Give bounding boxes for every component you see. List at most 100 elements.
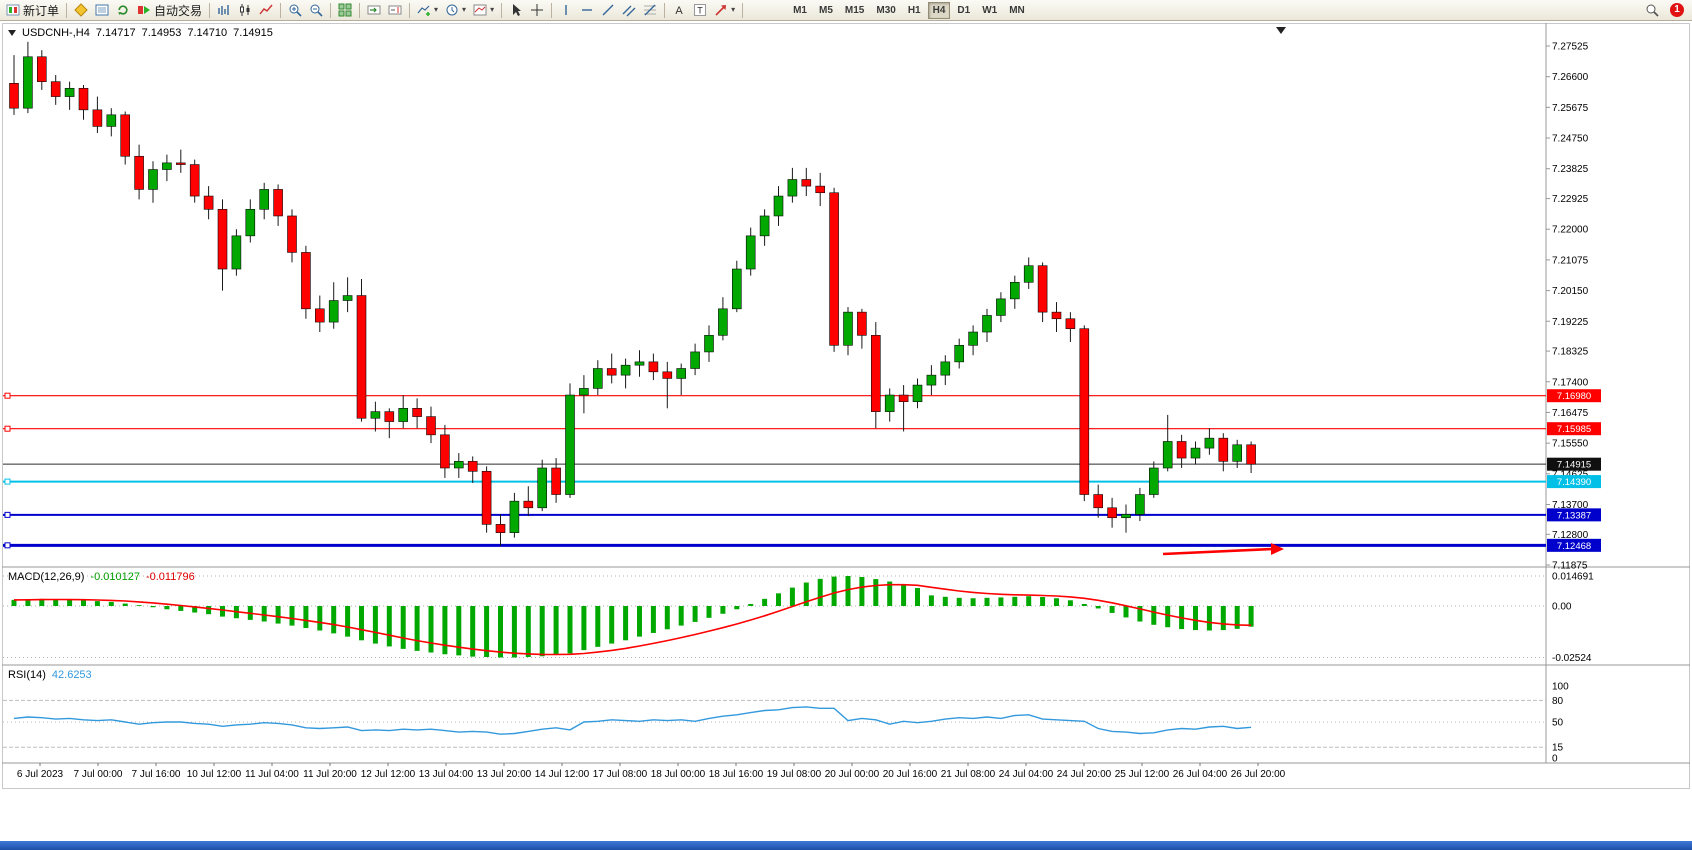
taskbar-strip <box>0 841 1692 850</box>
price-axis-label: 7.16475 <box>1552 408 1589 419</box>
auto-trading-icon <box>138 6 151 14</box>
label-tool-button[interactable]: T <box>690 1 710 19</box>
candle <box>537 467 548 509</box>
time-axis-label: 19 Jul 08:00 <box>767 769 822 780</box>
channel-button[interactable] <box>619 1 639 19</box>
chart-shift-icon <box>388 5 402 15</box>
level-anchor-handle[interactable] <box>4 425 11 432</box>
indicators-add-icon <box>417 5 431 16</box>
vertical-line-button[interactable] <box>556 1 576 19</box>
candle <box>440 434 450 469</box>
candle <box>1009 281 1020 300</box>
candle <box>982 315 992 333</box>
chart-shift-marker[interactable] <box>1276 27 1286 34</box>
toolbar: 新订单 自动交易 <box>0 0 1692 21</box>
bar-chart-button[interactable] <box>214 1 234 19</box>
timeframe-mn-button[interactable]: MN <box>1004 2 1030 19</box>
timeframe-h4-button[interactable]: H4 <box>927 1 951 19</box>
refresh-icon <box>118 5 128 15</box>
price-axis-label: 7.23825 <box>1552 164 1589 175</box>
timeframe-w1-button[interactable]: W1 <box>977 2 1002 19</box>
metaeditor-button[interactable] <box>71 1 91 19</box>
time-axis-label: 11 Jul 04:00 <box>245 769 299 780</box>
timeframe-m1-button[interactable]: M1 <box>788 2 812 19</box>
zoom-in-button[interactable] <box>285 1 305 19</box>
candle <box>1190 447 1201 459</box>
price-tags-layer: 7.16980 7.15985 7.14915 7.14390 7.13387 7.124… <box>1547 389 1601 552</box>
svg-text:7.14390: 7.14390 <box>1557 477 1591 488</box>
indicators-button[interactable]: ▾ <box>414 1 441 19</box>
notification-badge[interactable]: 1 <box>1670 3 1684 17</box>
price-tag <box>1547 422 1601 436</box>
cursor-button[interactable] <box>506 1 526 19</box>
zoom-out-button[interactable] <box>306 1 326 19</box>
horizontal-line-icon <box>582 9 593 11</box>
timeframe-h1-button[interactable]: H1 <box>903 2 926 19</box>
price-axis-label: 7.24750 <box>1552 134 1589 145</box>
time-axis-label: 7 Jul 00:00 <box>74 769 123 780</box>
level-anchor-handle[interactable] <box>4 511 11 518</box>
price-axis-label: 7.21075 <box>1552 255 1589 266</box>
crosshair-button[interactable] <box>527 1 547 19</box>
macd-label: MACD(12,26,9) <box>8 571 85 583</box>
chart-shift-button[interactable] <box>385 1 405 19</box>
rsi-header: RSI(14) 42.6253 <box>8 669 92 681</box>
auto-trading-button[interactable]: 自动交易 <box>134 1 205 19</box>
chevron-down-icon: ▾ <box>731 5 736 14</box>
level-anchor-handle[interactable] <box>4 392 11 399</box>
periods-button[interactable]: ▾ <box>442 1 469 19</box>
line-chart-button[interactable] <box>256 1 276 19</box>
macd-signal-line <box>13 583 1252 656</box>
trendline-button[interactable] <box>598 1 618 19</box>
refresh-button[interactable] <box>113 1 133 19</box>
toolbar-separator <box>66 2 68 18</box>
search-button[interactable] <box>1642 1 1662 19</box>
text-tool-button[interactable]: A <box>669 1 689 19</box>
fibonacci-button[interactable] <box>640 1 660 19</box>
candle <box>1065 318 1076 330</box>
toolbar-separator <box>330 2 332 18</box>
toolbar-separator <box>742 2 744 18</box>
rsi-line <box>13 706 1252 735</box>
indicator-layer <box>11 576 1254 735</box>
timeframe-m5-button[interactable]: M5 <box>814 2 838 19</box>
toolbar-separator <box>664 2 666 18</box>
timeframe-m15-button[interactable]: M15 <box>840 2 869 19</box>
level-anchor-handle[interactable] <box>4 542 11 549</box>
trend-arrow-annotation[interactable] <box>1162 547 1274 556</box>
candle <box>579 388 589 396</box>
arrows-tool-button[interactable]: ▾ <box>711 1 738 19</box>
horizontal-line-button[interactable] <box>577 1 597 19</box>
auto-scroll-button[interactable] <box>364 1 384 19</box>
candle <box>829 192 839 346</box>
candle <box>926 374 937 386</box>
candle <box>203 195 214 210</box>
rsi-scale-label: 80 <box>1552 696 1564 707</box>
candle <box>120 114 130 157</box>
time-axis-label: 26 Jul 04:00 <box>1173 769 1228 780</box>
market-watch-button[interactable] <box>92 1 112 19</box>
timeframe-m30-button[interactable]: M30 <box>871 2 900 19</box>
chart-collapse-icon[interactable] <box>8 30 16 36</box>
svg-text:7.16980: 7.16980 <box>1557 391 1591 402</box>
candle <box>301 252 311 310</box>
candle <box>773 195 784 217</box>
candle <box>398 408 409 422</box>
macd-main-value: -0.010127 <box>90 571 140 583</box>
tile-windows-icon <box>338 3 352 17</box>
timeframe-d1-button[interactable]: D1 <box>952 2 975 19</box>
price-tag <box>1547 508 1601 522</box>
price-tag <box>1547 475 1601 489</box>
candle <box>259 189 270 210</box>
level-anchor-handle[interactable] <box>4 478 11 485</box>
templates-button[interactable]: ▾ <box>470 1 497 19</box>
time-axis-label: 18 Jul 16:00 <box>709 769 764 780</box>
candlestick-chart-button[interactable] <box>235 1 255 19</box>
new-order-button[interactable]: 新订单 <box>3 1 62 19</box>
time-axis-label: 24 Jul 20:00 <box>1057 769 1112 780</box>
tile-windows-button[interactable] <box>335 1 355 19</box>
price-axis-label: 7.14625 <box>1552 469 1589 480</box>
macd-scale-label: 0.014691 <box>1552 572 1594 583</box>
ohlc-close: 7.14915 <box>233 27 273 39</box>
